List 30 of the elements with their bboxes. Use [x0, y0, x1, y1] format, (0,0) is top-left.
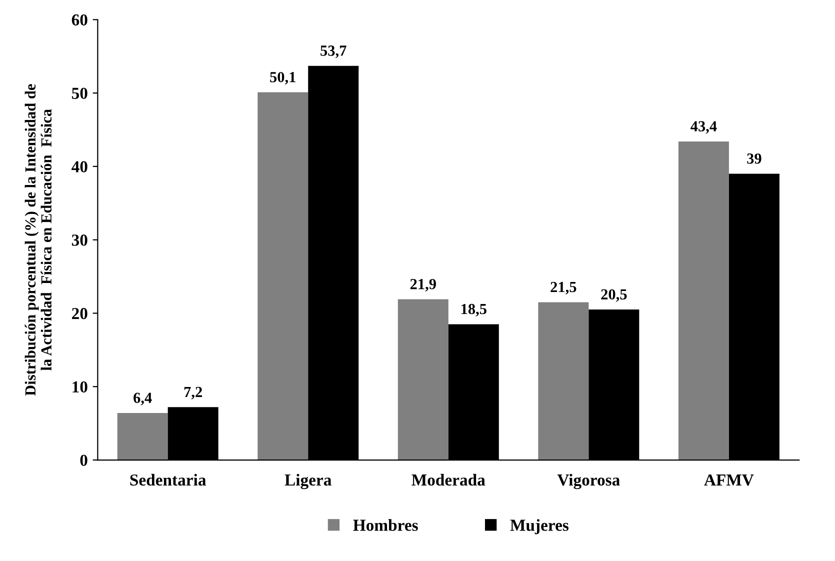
- bar: [538, 302, 589, 460]
- bar: [117, 413, 168, 460]
- data-label: 50,1: [270, 72, 296, 84]
- y-tick-label: 40: [72, 161, 88, 172]
- legend-label: Mujeres: [510, 519, 569, 534]
- x-tick-label: AFMV: [704, 474, 754, 486]
- data-label: 7,2: [184, 386, 202, 400]
- legend-label: Hombres: [353, 519, 418, 531]
- bar: [258, 92, 308, 460]
- data-label: 21,5: [550, 282, 576, 294]
- y-axis-title: Distribución porcentual (%) de la Intensidad de la Actividad Física en Educación Física: [24, 84, 52, 396]
- y-tick-label: 10: [72, 381, 88, 393]
- y-tick-label: 60: [72, 14, 88, 26]
- bar: [678, 141, 729, 460]
- x-tick-label: Ligera: [284, 474, 332, 490]
- y-tick-label: 0: [80, 454, 88, 466]
- data-label: 21,9: [410, 278, 436, 292]
- y-tick-label: 30: [72, 234, 88, 246]
- data-label: 6,4: [134, 392, 152, 406]
- x-tick-label: Moderada: [412, 474, 486, 486]
- data-label: 53,7: [320, 46, 346, 58]
- x-tick-label: Sedentaria: [130, 474, 206, 486]
- data-label: 43,4: [690, 121, 717, 134]
- data-label: 39: [747, 153, 762, 164]
- y-tick-label: 20: [72, 308, 88, 320]
- y-tick-label: 50: [72, 88, 88, 99]
- bar: [398, 299, 448, 460]
- data-label: 18,5: [462, 304, 486, 316]
- x-tick-label: Vigorosa: [557, 474, 620, 490]
- data-label: 20,5: [601, 289, 627, 302]
